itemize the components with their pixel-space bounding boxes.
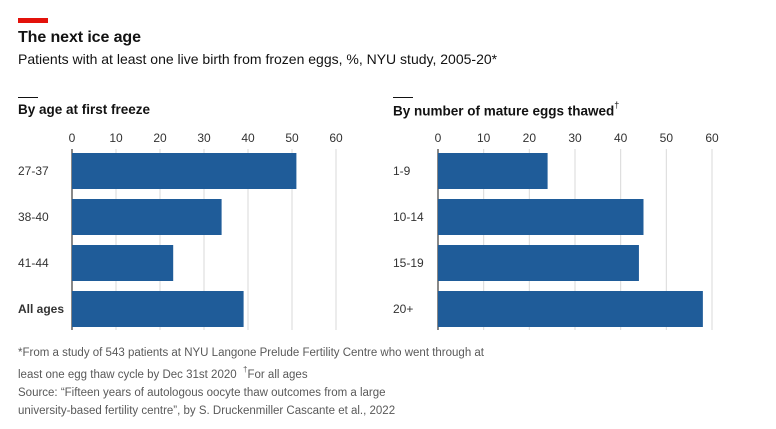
x-tick-label: 60 (329, 131, 343, 145)
x-tick-label: 10 (477, 131, 491, 145)
chart-title: The next ice age (18, 29, 141, 46)
category-label: All ages (18, 302, 64, 316)
category-label: 38-40 (18, 210, 49, 224)
panel-title-eggs: By number of mature eggs thawed† (393, 100, 620, 119)
x-tick-label: 30 (197, 131, 211, 145)
footnote-line-1: *From a study of 543 patients at NYU Lan… (18, 347, 485, 359)
x-tick-label: 60 (705, 131, 719, 145)
bar-eggs-0 (438, 153, 548, 189)
x-tick-label: 0 (435, 131, 442, 145)
x-tick-label: 40 (614, 131, 628, 145)
x-tick-label: 20 (153, 131, 167, 145)
footnotes: *From a study of 543 patients at NYU Lan… (18, 344, 578, 420)
dagger-mark: † (614, 100, 620, 110)
bar-age-0 (72, 153, 297, 189)
x-tick-label: 40 (241, 131, 255, 145)
footnote-line-2b: For all ages (247, 368, 308, 381)
footnote-line-2: least one egg thaw cycle by Dec 31st 202… (18, 362, 578, 384)
footnote-line-2a: least one egg thaw cycle by Dec 31st 202… (18, 368, 237, 381)
category-label: 27-37 (18, 164, 49, 178)
panel-rule-eggs (393, 97, 413, 98)
category-label: 1-9 (393, 164, 411, 178)
x-tick-label: 0 (69, 131, 76, 145)
footnote-dagger: † (243, 365, 248, 374)
panel-rule-age (18, 97, 38, 98)
bar-age-3 (72, 291, 244, 327)
footnote-source-2: university-based fertility centre”, by S… (18, 404, 396, 417)
category-label: 41-44 (18, 256, 49, 270)
footnote-source-1: Source: “Fifteen years of autologous ooc… (18, 386, 386, 399)
bar-eggs-3 (438, 291, 703, 327)
category-label: 20+ (393, 302, 413, 316)
panel-title-eggs-text: By number of mature eggs thawed (393, 103, 615, 119)
bar-age-1 (72, 199, 222, 235)
bar-age-2 (72, 245, 174, 281)
chart-subtitle: Patients with at least one live birth fr… (18, 51, 498, 67)
x-tick-label: 20 (523, 131, 537, 145)
bar-eggs-2 (438, 245, 639, 281)
x-tick-label: 30 (568, 131, 582, 145)
category-label: 15-19 (393, 256, 424, 270)
panel-title-age: By age at first freeze (18, 102, 151, 117)
accent-bar (18, 18, 48, 23)
category-label: 10-14 (393, 210, 424, 224)
x-tick-label: 10 (109, 131, 123, 145)
bar-eggs-1 (438, 199, 644, 235)
x-tick-label: 50 (660, 131, 674, 145)
x-tick-label: 50 (285, 131, 299, 145)
